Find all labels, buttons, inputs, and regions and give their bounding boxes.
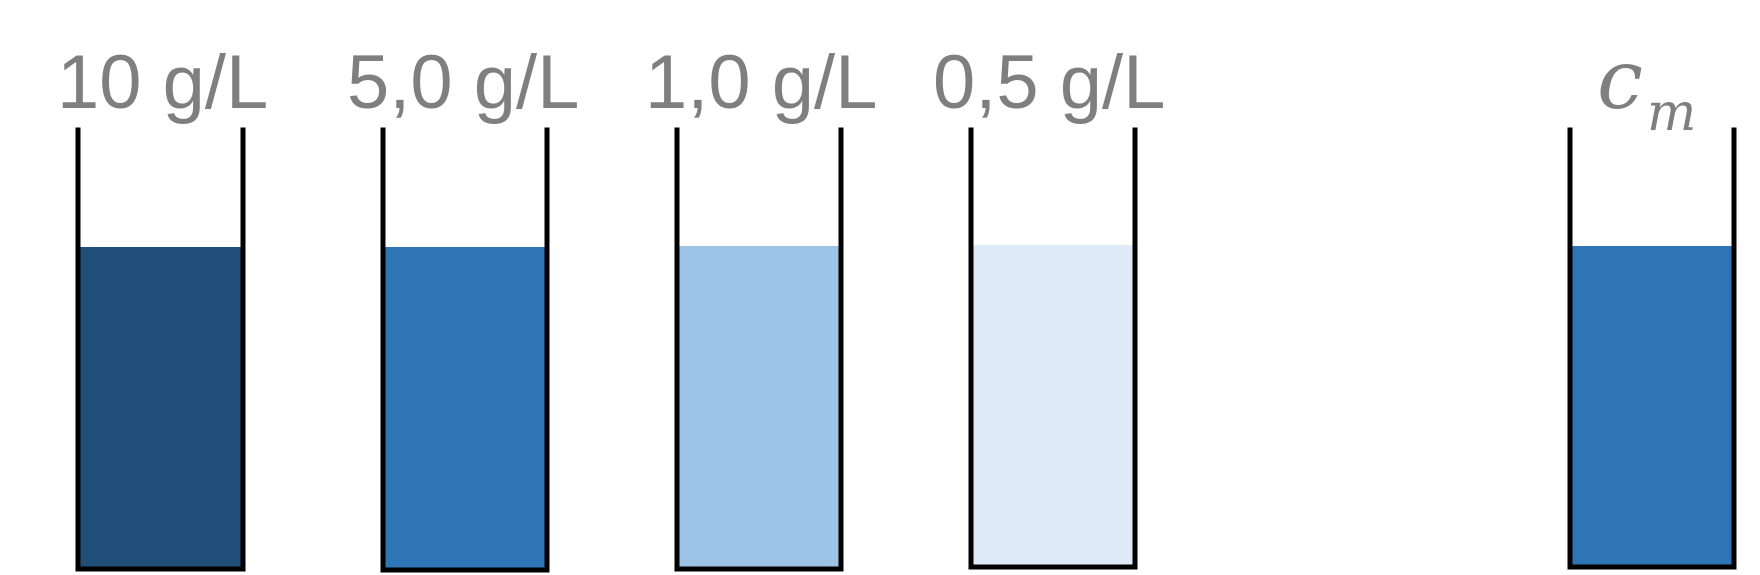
beaker-1-g-per-l: 1,0 g/L — [645, 40, 877, 572]
beaker-5-g-per-l: 5,0 g/L — [347, 40, 579, 573]
beaker-unknown-concentration: c m — [1567, 33, 1737, 570]
beaker-concentration-label: 5,0 g/L — [347, 40, 579, 125]
concentration-symbol-c: c — [1597, 33, 1643, 128]
beaker-concentration-label: 10 g/L — [57, 40, 268, 125]
beaker-liquid — [383, 247, 547, 570]
beaker-0-5-g-per-l: 0,5 g/L — [933, 40, 1165, 570]
beaker-liquid — [1570, 246, 1734, 567]
beaker-outline — [1567, 127, 1737, 570]
beaker-concentration-label: 0,5 g/L — [933, 40, 1165, 125]
beaker-outline — [380, 127, 550, 573]
concentration-subscript-m: m — [1647, 83, 1696, 143]
beaker-concentration-label: 1,0 g/L — [645, 40, 877, 125]
beaker-liquid — [78, 247, 243, 569]
beaker-outline — [674, 127, 844, 572]
beaker-10-g-per-l: 10 g/L — [57, 40, 268, 572]
beaker-liquid — [677, 246, 841, 569]
beaker-liquid — [971, 245, 1135, 567]
unknown-concentration-symbol: c m — [1597, 33, 1696, 143]
beaker-outline — [75, 127, 246, 572]
beaker-outline — [968, 127, 1138, 570]
